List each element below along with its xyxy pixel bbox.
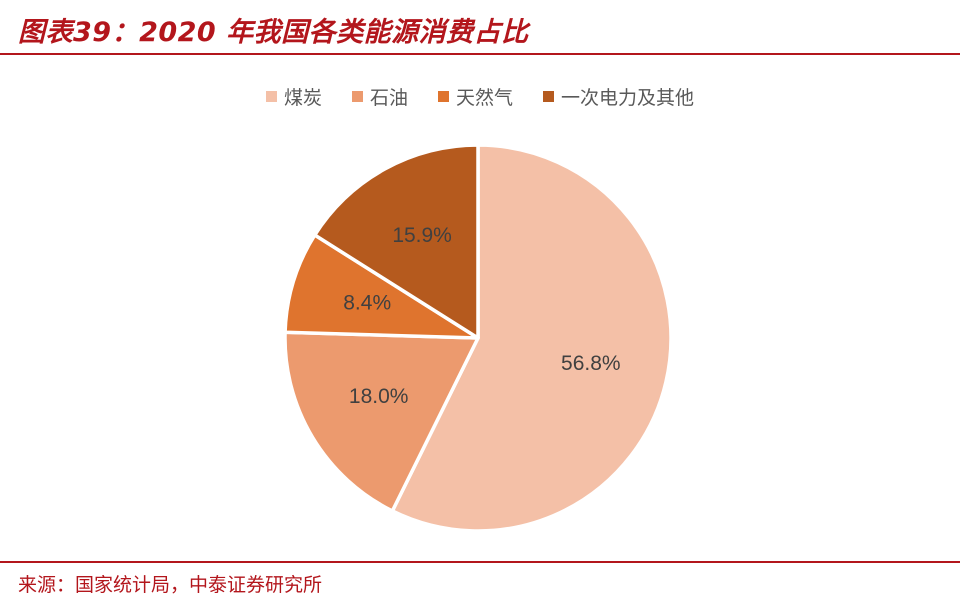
legend-swatch-oil [351, 91, 363, 102]
legend-swatch-natural-gas [438, 91, 449, 102]
legend-label-primary-electricity: 一次电力及其他 [561, 87, 695, 109]
chart-legend: 煤炭 石油 天然气 一次电力及其他 [0, 83, 960, 110]
pie-slices [283, 143, 673, 533]
legend-label-natural-gas: 天然气 [456, 87, 514, 109]
data-label-natural-gas: 8.4% [343, 292, 391, 315]
legend-label-oil: 石油 [369, 87, 408, 109]
source-note: 来源：国家统计局，中泰证券研究所 [18, 574, 323, 596]
legend-item-coal: 煤炭 [265, 83, 322, 110]
legend-item-primary-electricity: 一次电力及其他 [543, 83, 694, 110]
legend-swatch-primary-electricity [543, 91, 555, 102]
data-label-oil: 18.0% [349, 385, 409, 408]
pie-data-labels: 56.8% 18.0% 8.4% 15.9% [343, 224, 620, 408]
title-divider [0, 53, 960, 55]
source-divider [0, 561, 960, 563]
figure-title: 图表39：2020 年我国各类能源消费占比 [18, 17, 529, 48]
pie-slice-coal [390, 143, 673, 533]
legend-item-natural-gas: 天然气 [438, 83, 513, 110]
legend-item-oil: 石油 [351, 83, 408, 110]
data-label-primary-electricity: 15.9% [392, 224, 452, 247]
pie-slice-primary-electricity [313, 143, 480, 340]
pie-slice-natural-gas [283, 233, 480, 340]
data-label-coal: 56.8% [561, 352, 621, 375]
legend-swatch-coal [265, 91, 277, 102]
pie-slice-oil [283, 330, 480, 513]
legend-label-coal: 煤炭 [283, 87, 322, 109]
